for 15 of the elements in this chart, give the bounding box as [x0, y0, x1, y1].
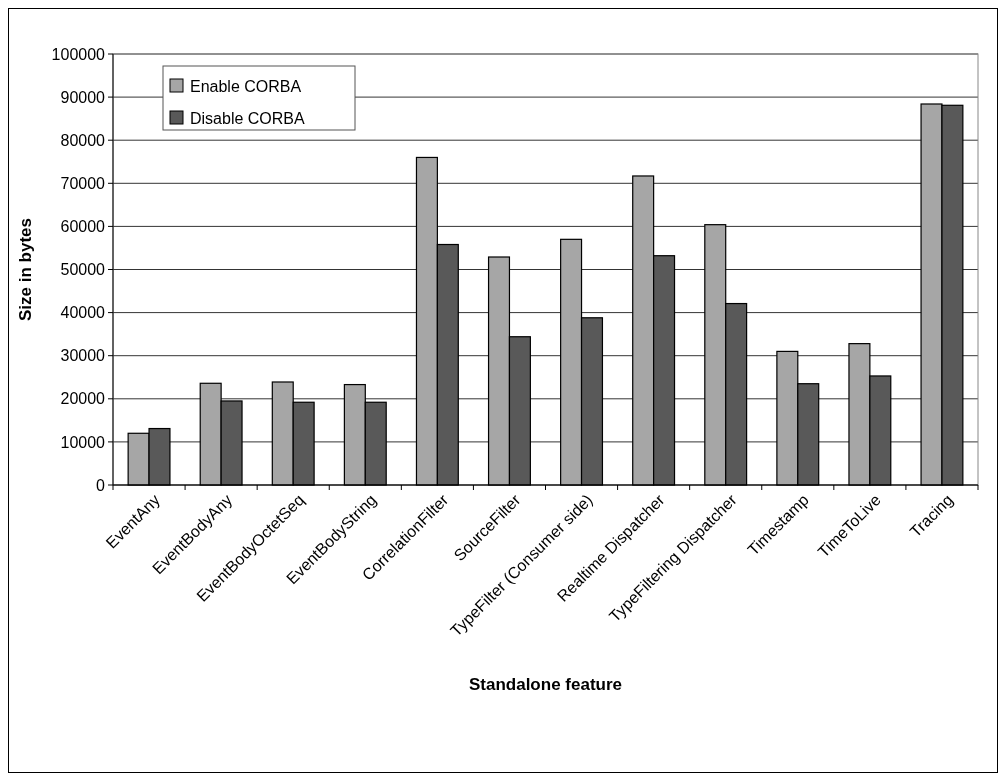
y-tick-label: 80000: [60, 131, 106, 149]
y-tick-label: 70000: [60, 174, 106, 192]
y-tick-label: 0: [96, 476, 106, 494]
x-axis-title: Standalone feature: [468, 675, 623, 694]
legend-label: Enable CORBA: [190, 77, 302, 95]
y-tick-label: 100000: [51, 45, 106, 63]
y-axis-title: Size in bytes: [16, 218, 35, 321]
y-tick-label: 20000: [60, 390, 106, 408]
y-tick-label: 10000: [60, 433, 106, 451]
y-tick-label: 90000: [60, 88, 106, 106]
y-tick-label: 30000: [60, 347, 106, 365]
y-tick-label: 40000: [60, 304, 106, 322]
y-tick-label: 60000: [60, 218, 106, 235]
y-tick-label: 50000: [60, 261, 106, 279]
legend-label: Disable CORBA: [190, 109, 306, 127]
